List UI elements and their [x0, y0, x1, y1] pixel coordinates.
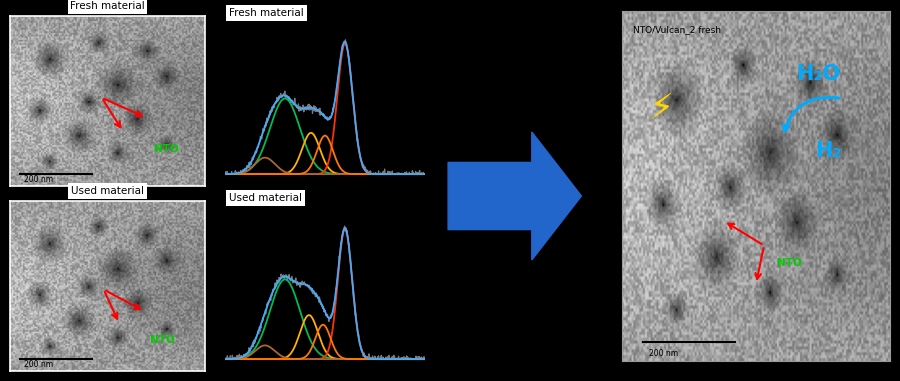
Text: NTO: NTO: [150, 335, 176, 346]
Text: 200 nm: 200 nm: [649, 349, 678, 357]
Text: Used material: Used material: [71, 186, 144, 196]
Text: Fresh material: Fresh material: [70, 1, 145, 11]
Text: NTO: NTO: [778, 258, 802, 268]
Text: H₂: H₂: [815, 141, 842, 161]
Text: Fresh material: Fresh material: [229, 8, 304, 18]
Text: 200 nm: 200 nm: [23, 175, 53, 184]
Text: ⚡: ⚡: [649, 92, 674, 126]
Text: NTO/Vulcan_2 fresh: NTO/Vulcan_2 fresh: [633, 25, 721, 34]
Text: NTO: NTO: [154, 144, 179, 154]
Text: Used material: Used material: [229, 193, 302, 203]
Text: H₂O: H₂O: [796, 64, 841, 84]
FancyArrow shape: [448, 132, 581, 260]
Text: 200 nm: 200 nm: [23, 360, 53, 369]
